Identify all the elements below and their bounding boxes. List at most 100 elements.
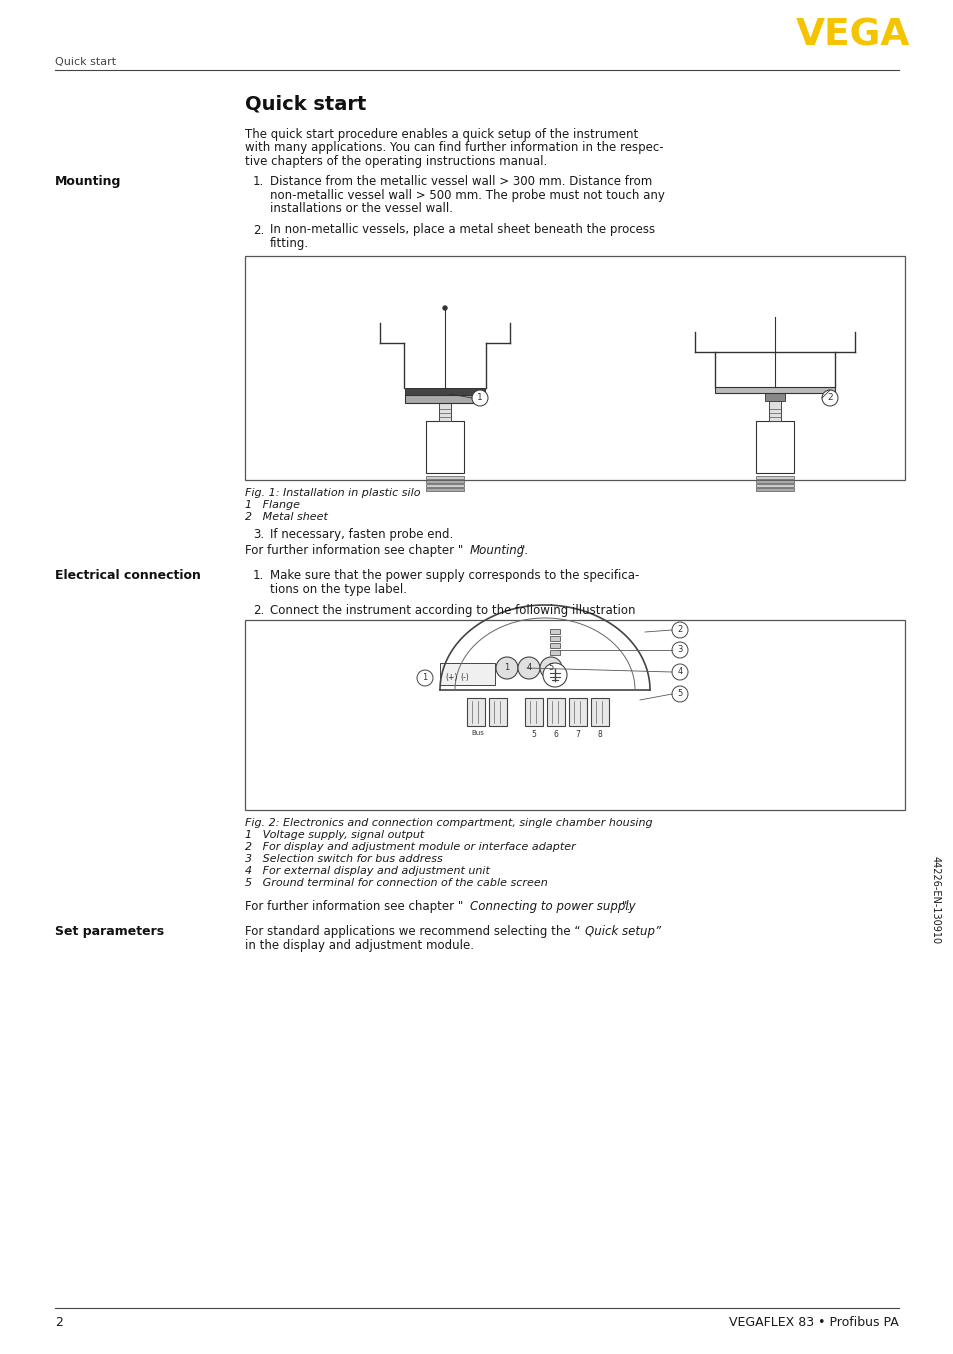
Bar xyxy=(439,663,495,685)
Circle shape xyxy=(539,657,561,678)
Text: with many applications. You can find further information in the respec-: with many applications. You can find fur… xyxy=(245,142,663,154)
Text: 2: 2 xyxy=(826,394,832,402)
Text: 1: 1 xyxy=(504,663,509,673)
Text: 3: 3 xyxy=(677,646,682,654)
Bar xyxy=(438,403,451,421)
Text: Electrical connection: Electrical connection xyxy=(55,569,201,582)
Text: 1.: 1. xyxy=(253,175,264,188)
Bar xyxy=(426,477,463,479)
Text: Make sure that the power supply corresponds to the specifica-: Make sure that the power supply correspo… xyxy=(270,569,639,582)
Bar xyxy=(245,256,904,481)
Circle shape xyxy=(671,686,687,701)
Text: 3.: 3. xyxy=(253,528,264,542)
Text: Mounting: Mounting xyxy=(55,175,121,188)
Bar xyxy=(546,699,564,726)
Text: 1: 1 xyxy=(422,673,427,682)
Text: VEGA: VEGA xyxy=(795,18,909,53)
Text: For further information see chapter ": For further information see chapter " xyxy=(245,900,463,913)
Bar xyxy=(755,477,793,479)
Text: (+): (+) xyxy=(444,673,456,682)
Text: Quick setup”: Quick setup” xyxy=(584,925,660,938)
Bar xyxy=(405,395,484,403)
Bar xyxy=(550,650,559,655)
Text: 5   Ground terminal for connection of the cable screen: 5 Ground terminal for connection of the … xyxy=(245,877,547,888)
Text: tive chapters of the operating instructions manual.: tive chapters of the operating instructi… xyxy=(245,154,547,168)
Text: For further information see chapter ": For further information see chapter " xyxy=(245,544,463,556)
Circle shape xyxy=(671,621,687,638)
Text: 1   Voltage supply, signal output: 1 Voltage supply, signal output xyxy=(245,830,424,839)
Text: 2: 2 xyxy=(677,626,682,635)
Circle shape xyxy=(416,670,433,686)
Text: 7: 7 xyxy=(575,730,579,739)
Text: 3   Selection switch for bus address: 3 Selection switch for bus address xyxy=(245,854,442,864)
Bar xyxy=(550,643,559,649)
Text: Connect the instrument according to the following illustration: Connect the instrument according to the … xyxy=(270,604,635,617)
Text: 5: 5 xyxy=(531,730,536,739)
Text: Quick start: Quick start xyxy=(55,57,116,66)
Text: The quick start procedure enables a quick setup of the instrument: The quick start procedure enables a quic… xyxy=(245,129,638,141)
Text: tions on the type label.: tions on the type label. xyxy=(270,582,407,596)
Text: Fig. 1: Installation in plastic silo: Fig. 1: Installation in plastic silo xyxy=(245,487,420,498)
Bar xyxy=(467,699,484,726)
Text: ".: ". xyxy=(621,900,631,913)
Bar xyxy=(550,636,559,640)
Text: Mounting: Mounting xyxy=(470,544,525,556)
Circle shape xyxy=(442,306,447,310)
Circle shape xyxy=(821,390,837,406)
Bar xyxy=(426,483,463,487)
Text: Bus: Bus xyxy=(471,730,484,737)
Bar xyxy=(755,481,793,483)
Text: ".: ". xyxy=(519,544,529,556)
Bar xyxy=(764,393,784,401)
Text: 1: 1 xyxy=(476,394,482,402)
Text: 4: 4 xyxy=(526,663,531,673)
Bar xyxy=(245,620,904,810)
Text: Distance from the metallic vessel wall > 300 mm. Distance from: Distance from the metallic vessel wall >… xyxy=(270,175,652,188)
Text: 1.: 1. xyxy=(253,569,264,582)
Text: 5: 5 xyxy=(548,663,553,673)
Text: For standard applications we recommend selecting the “: For standard applications we recommend s… xyxy=(245,925,579,938)
Text: 8: 8 xyxy=(597,730,601,739)
Text: Set parameters: Set parameters xyxy=(55,925,164,938)
Text: 2   For display and adjustment module or interface adapter: 2 For display and adjustment module or i… xyxy=(245,842,576,852)
Text: 5: 5 xyxy=(677,689,682,699)
Bar xyxy=(755,421,793,473)
Bar xyxy=(590,699,608,726)
Text: If necessary, fasten probe end.: If necessary, fasten probe end. xyxy=(270,528,453,542)
Circle shape xyxy=(472,390,488,406)
Text: non-metallic vessel wall > 500 mm. The probe must not touch any: non-metallic vessel wall > 500 mm. The p… xyxy=(270,188,664,202)
Bar xyxy=(568,699,586,726)
Text: 4   For external display and adjustment unit: 4 For external display and adjustment un… xyxy=(245,867,489,876)
Text: 2.: 2. xyxy=(253,223,264,237)
Text: 1   Flange: 1 Flange xyxy=(245,500,299,510)
Circle shape xyxy=(496,657,517,678)
Text: 2.: 2. xyxy=(253,604,264,617)
Text: 2   Metal sheet: 2 Metal sheet xyxy=(245,512,328,523)
Text: VEGAFLEX 83 • Profibus PA: VEGAFLEX 83 • Profibus PA xyxy=(728,1316,898,1330)
Text: Connecting to power supply: Connecting to power supply xyxy=(470,900,635,913)
Text: 6: 6 xyxy=(553,730,558,739)
Circle shape xyxy=(517,657,539,678)
Text: 4: 4 xyxy=(677,668,682,677)
Bar xyxy=(426,481,463,483)
Circle shape xyxy=(671,642,687,658)
Text: (-): (-) xyxy=(459,673,468,682)
Bar xyxy=(426,487,463,492)
Bar xyxy=(755,487,793,492)
Text: installations or the vessel wall.: installations or the vessel wall. xyxy=(270,202,453,215)
Bar xyxy=(524,699,542,726)
Circle shape xyxy=(671,663,687,680)
Bar xyxy=(550,630,559,634)
Bar xyxy=(755,483,793,487)
Bar xyxy=(768,401,781,421)
Circle shape xyxy=(542,663,566,686)
Text: Quick start: Quick start xyxy=(245,95,366,114)
Text: In non-metallic vessels, place a metal sheet beneath the process: In non-metallic vessels, place a metal s… xyxy=(270,223,655,237)
Text: in the display and adjustment module.: in the display and adjustment module. xyxy=(245,938,474,952)
Bar xyxy=(489,699,506,726)
Bar xyxy=(405,389,484,395)
Text: Fig. 2: Electronics and connection compartment, single chamber housing: Fig. 2: Electronics and connection compa… xyxy=(245,818,652,829)
Text: fitting.: fitting. xyxy=(270,237,309,250)
Text: 2: 2 xyxy=(55,1316,63,1330)
Text: 44226-EN-130910: 44226-EN-130910 xyxy=(930,856,940,944)
